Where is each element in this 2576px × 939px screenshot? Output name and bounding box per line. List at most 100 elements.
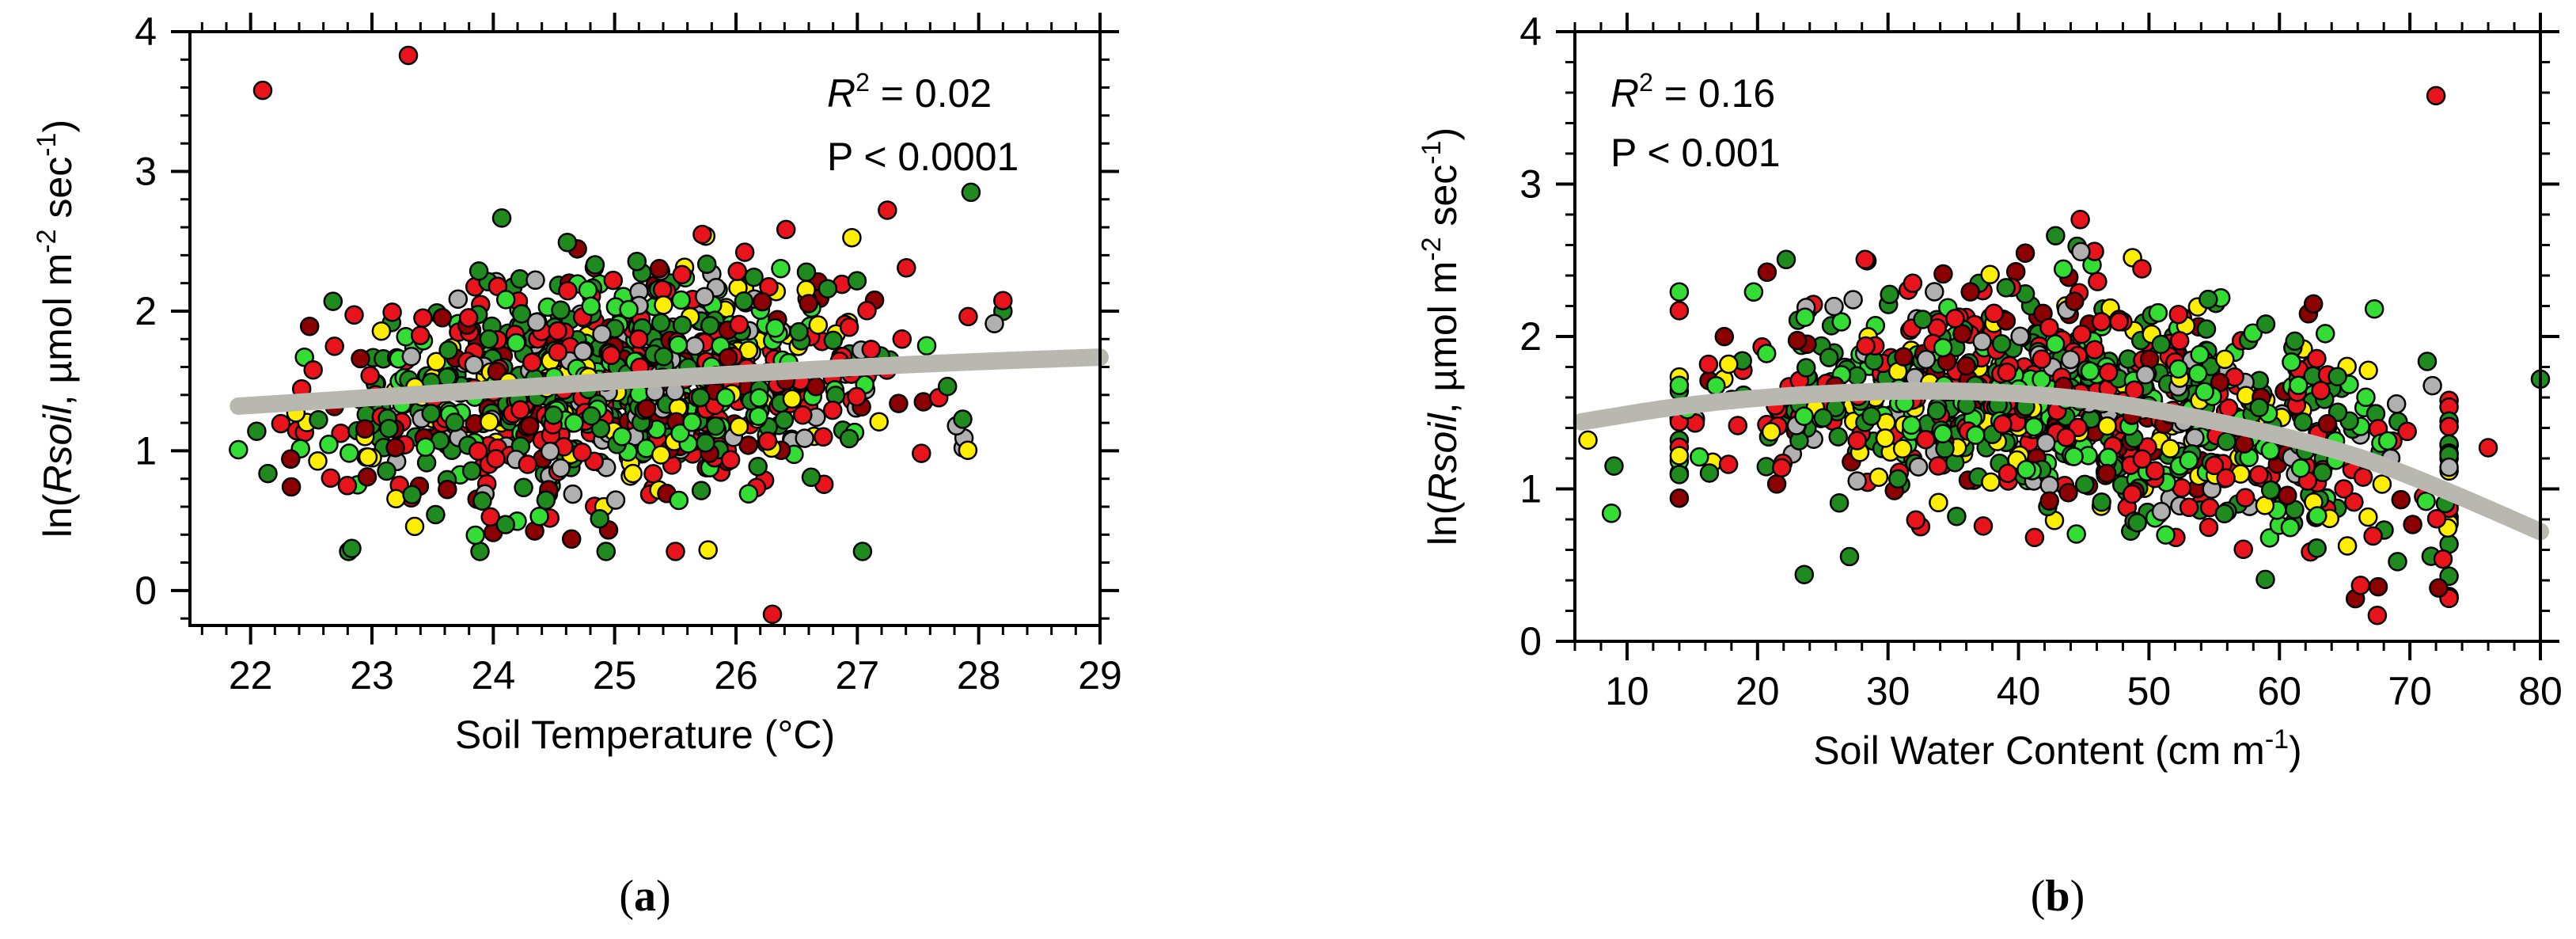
data-point: [2145, 461, 2165, 481]
data-point: [744, 267, 764, 287]
data-point: [299, 316, 320, 336]
data-point: [1894, 347, 1914, 367]
data-point: [1847, 431, 1867, 450]
data-point: [912, 443, 931, 463]
trend-line-b: [1573, 382, 2549, 541]
data-point: [706, 416, 726, 436]
x-tick-label: 29: [1078, 653, 1122, 698]
data-point: [309, 409, 328, 430]
data-point: [448, 289, 469, 310]
data-point: [2307, 348, 2327, 369]
y-axis-label-b: ln(Rsoil, µmol m-2 sec-1): [1417, 127, 1465, 546]
data-point: [525, 270, 545, 291]
data-point: [1927, 401, 1947, 421]
data-point: [814, 427, 833, 447]
data-point: [377, 461, 396, 481]
data-point: [1947, 506, 1967, 527]
data-point: [668, 335, 689, 355]
data-point: [1699, 463, 1720, 483]
data-point: [2260, 480, 2281, 500]
x-tick-label: 60: [2257, 669, 2301, 713]
data-point: [2328, 367, 2347, 386]
data-point: [2358, 507, 2378, 527]
data-point: [1669, 301, 1690, 321]
data-point: [2334, 479, 2354, 499]
data-point: [2190, 344, 2210, 365]
data-point: [1761, 422, 1781, 442]
data-point: [2071, 241, 2091, 262]
data-point: [1868, 467, 1889, 487]
data-point: [342, 538, 362, 559]
data-point: [2132, 259, 2152, 279]
data-point: [822, 400, 843, 420]
data-point: [958, 440, 978, 460]
data-point: [2195, 382, 2214, 402]
data-point: [1843, 290, 1863, 310]
data-point: [1828, 427, 1848, 447]
data-point: [636, 399, 657, 419]
data-point: [1980, 264, 2000, 285]
data-point: [308, 451, 328, 471]
x-axis-label-a: Soil Temperature (°C): [455, 713, 835, 757]
data-point: [551, 458, 571, 478]
data-point: [2097, 416, 2117, 436]
data-point: [518, 454, 538, 474]
data-point: [2311, 381, 2331, 401]
data-point: [371, 321, 392, 341]
data-point: [2259, 528, 2280, 548]
data-point: [1929, 492, 1948, 513]
data-point: [1787, 330, 1808, 351]
data-point: [2168, 359, 2188, 379]
data-point: [1796, 358, 1816, 378]
x-axis-label-b: Soil Water Content (cm m-1): [1813, 724, 2301, 773]
data-point: [2233, 539, 2253, 560]
data-point: [1888, 469, 1908, 489]
data-point: [692, 224, 712, 245]
data-point: [511, 304, 532, 324]
data-point: [619, 299, 639, 320]
data-point: [592, 324, 612, 344]
data-point: [2070, 210, 2090, 230]
data-point: [2187, 363, 2208, 384]
x-tick-label: 70: [2388, 669, 2432, 713]
data-point: [1856, 336, 1876, 356]
data-point: [1933, 264, 1953, 284]
data-point: [324, 336, 344, 356]
data-point: [2377, 431, 2398, 451]
data-point: [1861, 406, 1881, 426]
data-point: [2064, 447, 2084, 466]
outlier-point: [1578, 430, 1598, 450]
data-point: [857, 301, 877, 321]
data-point: [2243, 323, 2263, 344]
data-point: [1714, 326, 1735, 347]
data-point: [984, 314, 1004, 333]
data-point: [2169, 331, 2190, 351]
data-point: [2255, 314, 2276, 334]
y-axis-label-a: ln(Rsoil, µmol m-2 sec-1): [32, 120, 80, 538]
data-point: [715, 387, 736, 408]
data-point: [771, 258, 791, 279]
data-point: [2199, 517, 2219, 538]
data-point: [2199, 289, 2218, 310]
data-point: [1892, 439, 1913, 459]
data-point: [2036, 432, 2056, 453]
data-point: [2397, 421, 2417, 442]
data-point: [529, 506, 549, 527]
data-point: [2132, 449, 2153, 469]
data-point: [355, 419, 375, 439]
data-point: [2290, 458, 2311, 478]
data-point: [1991, 333, 2012, 354]
data-point: [691, 481, 711, 500]
data-point: [1831, 312, 1851, 332]
data-point: [1698, 354, 1719, 374]
data-point: [2317, 414, 2338, 434]
data-point: [782, 389, 802, 409]
data-point: [727, 261, 747, 282]
data-point: [2168, 304, 2188, 325]
data-point: [229, 439, 248, 460]
data-point: [438, 340, 458, 360]
data-point: [2433, 549, 2453, 569]
data-point: [1928, 456, 1948, 476]
data-point: [670, 423, 690, 443]
p-value-label-a: P < 0.0001: [827, 135, 1019, 179]
